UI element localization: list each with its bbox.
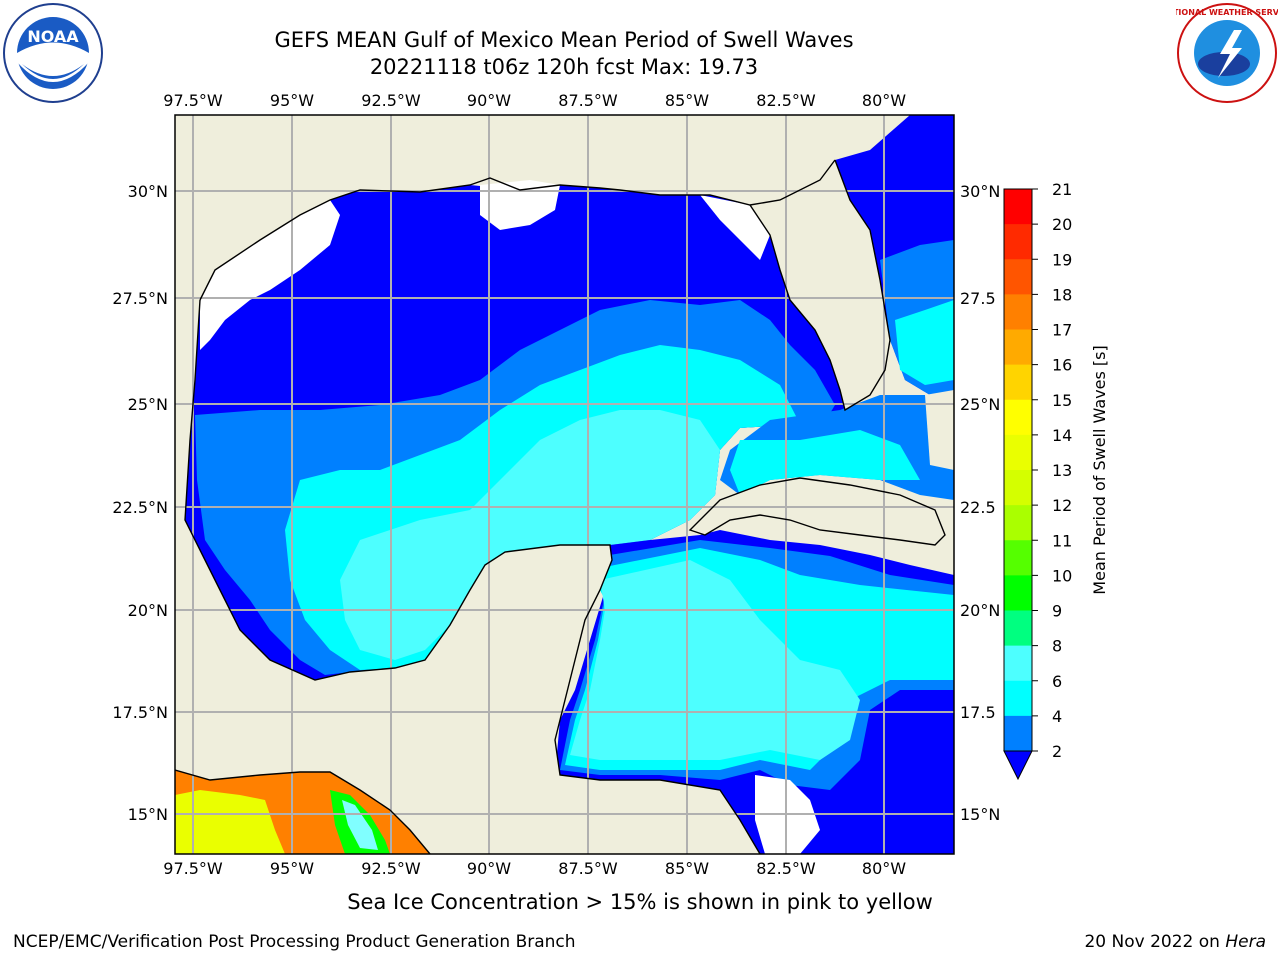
lat-label: 20°N xyxy=(960,601,1000,620)
texas-coast-no-data xyxy=(200,200,340,350)
lon-label: 90°W xyxy=(467,91,511,110)
lat-label: 17.5°N xyxy=(112,703,168,722)
colorbar-band xyxy=(1004,575,1032,611)
colorbar: 21 20 19 18 17 16 15 14 13 12 11 10 9 8 6 4 2 xyxy=(1003,180,1072,781)
colorbar-tick-label: 15 xyxy=(1052,391,1072,410)
pacific-yellow-zone xyxy=(175,790,285,854)
colorbar-band xyxy=(1004,259,1032,295)
colorbar-band xyxy=(1004,224,1032,260)
noaa-logo: NOAA xyxy=(3,3,103,103)
lon-label: 80°W xyxy=(862,91,906,110)
colorbar-band xyxy=(1004,294,1032,330)
footer-credit: NCEP/EMC/Verification Post Processing Pr… xyxy=(13,932,576,952)
colorbar-tick-label: 17 xyxy=(1052,321,1072,340)
footer-host: Hera xyxy=(1225,932,1266,952)
bottom-lon-labels: 97.5°W 95°W 92.5°W 90°W 87.5°W 85°W 82.5… xyxy=(163,859,906,878)
lat-label: 22.5°N xyxy=(112,498,168,517)
footer-date: 20 Nov 2022 on Hera xyxy=(1084,932,1266,952)
lon-label: 92.5°W xyxy=(361,859,421,878)
colorbar-tick-label: 2 xyxy=(1052,742,1062,761)
colorbar-tick-label: 12 xyxy=(1052,496,1072,515)
lon-label: 80°W xyxy=(862,859,906,878)
colorbar-tick-label: 14 xyxy=(1052,426,1072,445)
colorbar-label: Mean Period of Swell Waves [s] xyxy=(1090,345,1109,594)
map-frame xyxy=(174,114,955,855)
lon-label: 95°W xyxy=(270,859,314,878)
nws-logo: NATIONAL WEATHER SERVICE xyxy=(1176,3,1278,103)
colorbar-tick-label: 21 xyxy=(1052,180,1072,199)
lat-label: 25°N xyxy=(960,395,1000,414)
yucatan-peninsula xyxy=(410,545,760,854)
lat-label: 15°N xyxy=(960,805,1000,824)
bahamas-cyan-zone xyxy=(895,300,954,385)
florida-gulf-coast-no-data xyxy=(700,195,770,260)
top-lon-labels: 97.5°W 95°W 92.5°W 90°W 87.5°W 85°W 82.5… xyxy=(163,91,906,110)
colorbar-tick-label: 20 xyxy=(1052,215,1072,234)
cuba-island xyxy=(690,478,945,545)
colorbar-band xyxy=(1004,399,1032,436)
colorbar-tick-label: 6 xyxy=(1052,672,1062,691)
lat-label: 20°N xyxy=(128,601,168,620)
colorbar-band xyxy=(1004,540,1032,576)
chart-subtitle: 20221118 t06z 120h fcst Max: 19.73 xyxy=(369,55,759,79)
map-graticule xyxy=(175,115,954,854)
lon-label: 82.5°W xyxy=(756,859,816,878)
lat-label: 22.5 xyxy=(960,498,996,517)
colorbar-band xyxy=(1004,610,1032,647)
lon-label: 90°W xyxy=(467,859,511,878)
right-lat-labels: 30°N 27.5 25°N 22.5 20°N 17.5 15°N xyxy=(960,182,1000,824)
coastlines xyxy=(175,159,946,854)
lon-label: 82.5°W xyxy=(756,91,816,110)
footer-date-text: 20 Nov 2022 on xyxy=(1084,932,1226,952)
colorbar-tick-label: 11 xyxy=(1052,531,1072,550)
map-canvas xyxy=(175,115,954,854)
lat-label: 30°N xyxy=(128,182,168,201)
colorbar-band xyxy=(1004,470,1032,506)
gulf-light-cyan-zone xyxy=(340,410,720,660)
lon-label: 97.5°W xyxy=(163,859,223,878)
lat-label: 27.5 xyxy=(960,289,996,308)
colorbar-band xyxy=(1004,715,1032,752)
left-lat-labels: 30°N 27.5°N 25°N 22.5°N 20°N 17.5°N 15°N xyxy=(112,182,168,824)
chart-title: GEFS MEAN Gulf of Mexico Mean Period of … xyxy=(274,28,854,52)
pacific-lightcyan-zone xyxy=(342,800,378,850)
colorbar-tick-label: 13 xyxy=(1052,461,1072,480)
lat-label: 15°N xyxy=(128,805,168,824)
lat-label: 30°N xyxy=(960,182,1000,201)
lat-label: 25°N xyxy=(128,395,168,414)
colorbar-extend-arrow xyxy=(1003,750,1033,781)
colorbar-tick-label: 19 xyxy=(1052,250,1072,269)
colorbar-tick-label: 18 xyxy=(1052,285,1072,304)
lon-label: 95°W xyxy=(270,91,314,110)
colorbar-tick-label: 16 xyxy=(1052,356,1072,375)
sea-ice-note-text: Sea Ice Concentration > 15% is shown in … xyxy=(347,890,933,914)
colorbar-band xyxy=(1004,329,1032,366)
lat-label: 27.5°N xyxy=(112,289,168,308)
louisiana-coast-no-data xyxy=(480,180,560,230)
bahamas-land xyxy=(925,390,954,470)
colorbar-tick-label: 10 xyxy=(1052,566,1072,585)
colorbar-band xyxy=(1004,680,1032,717)
colorbar-band xyxy=(1004,645,1032,682)
lon-label: 87.5°W xyxy=(558,859,618,878)
colorbar-band xyxy=(1004,505,1032,541)
colorbar-tick-label: 9 xyxy=(1052,602,1062,621)
lon-label: 85°W xyxy=(665,91,709,110)
lon-label: 92.5°W xyxy=(361,91,421,110)
straits-cyan-zone xyxy=(730,430,920,495)
sea-ice-note: Sea Ice Concentration > 15% is shown in … xyxy=(0,890,1280,914)
colorbar-band xyxy=(1004,189,1032,225)
noaa-logo-text: NOAA xyxy=(27,27,79,46)
colorbar-tick-label: 8 xyxy=(1052,637,1062,656)
lon-label: 97.5°W xyxy=(163,91,223,110)
lon-label: 85°W xyxy=(665,859,709,878)
colorbar-band xyxy=(1004,434,1032,471)
colorbar-band xyxy=(1004,364,1032,401)
colorbar-tick-label: 4 xyxy=(1052,707,1062,726)
nws-logo-text: NATIONAL WEATHER SERVICE xyxy=(1176,8,1278,17)
lat-label: 17.5 xyxy=(960,703,996,722)
lon-label: 87.5°W xyxy=(558,91,618,110)
